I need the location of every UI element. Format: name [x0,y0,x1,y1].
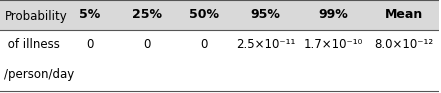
Text: /person/day: /person/day [4,68,75,81]
Bar [119,0,176,30]
Text: 0: 0 [143,38,151,51]
Text: 50%: 50% [189,8,219,21]
Text: of illness: of illness [4,38,60,51]
Bar [369,0,439,30]
Text: 99%: 99% [318,8,348,21]
Bar [299,0,369,30]
Text: 0: 0 [200,38,208,51]
Bar [61,0,119,30]
Text: 5%: 5% [79,8,101,21]
Text: Mean: Mean [385,8,423,21]
Text: 8.0×10⁻¹²: 8.0×10⁻¹² [374,38,433,51]
Bar [176,0,232,30]
Text: 0: 0 [86,38,93,51]
Bar [0,0,61,30]
Bar [232,0,299,30]
Text: 1.7×10⁻¹⁰: 1.7×10⁻¹⁰ [304,38,363,51]
Text: 25%: 25% [132,8,162,21]
Text: 2.5×10⁻¹¹: 2.5×10⁻¹¹ [236,38,295,51]
Text: 95%: 95% [250,8,280,21]
Text: Probability: Probability [4,10,67,23]
